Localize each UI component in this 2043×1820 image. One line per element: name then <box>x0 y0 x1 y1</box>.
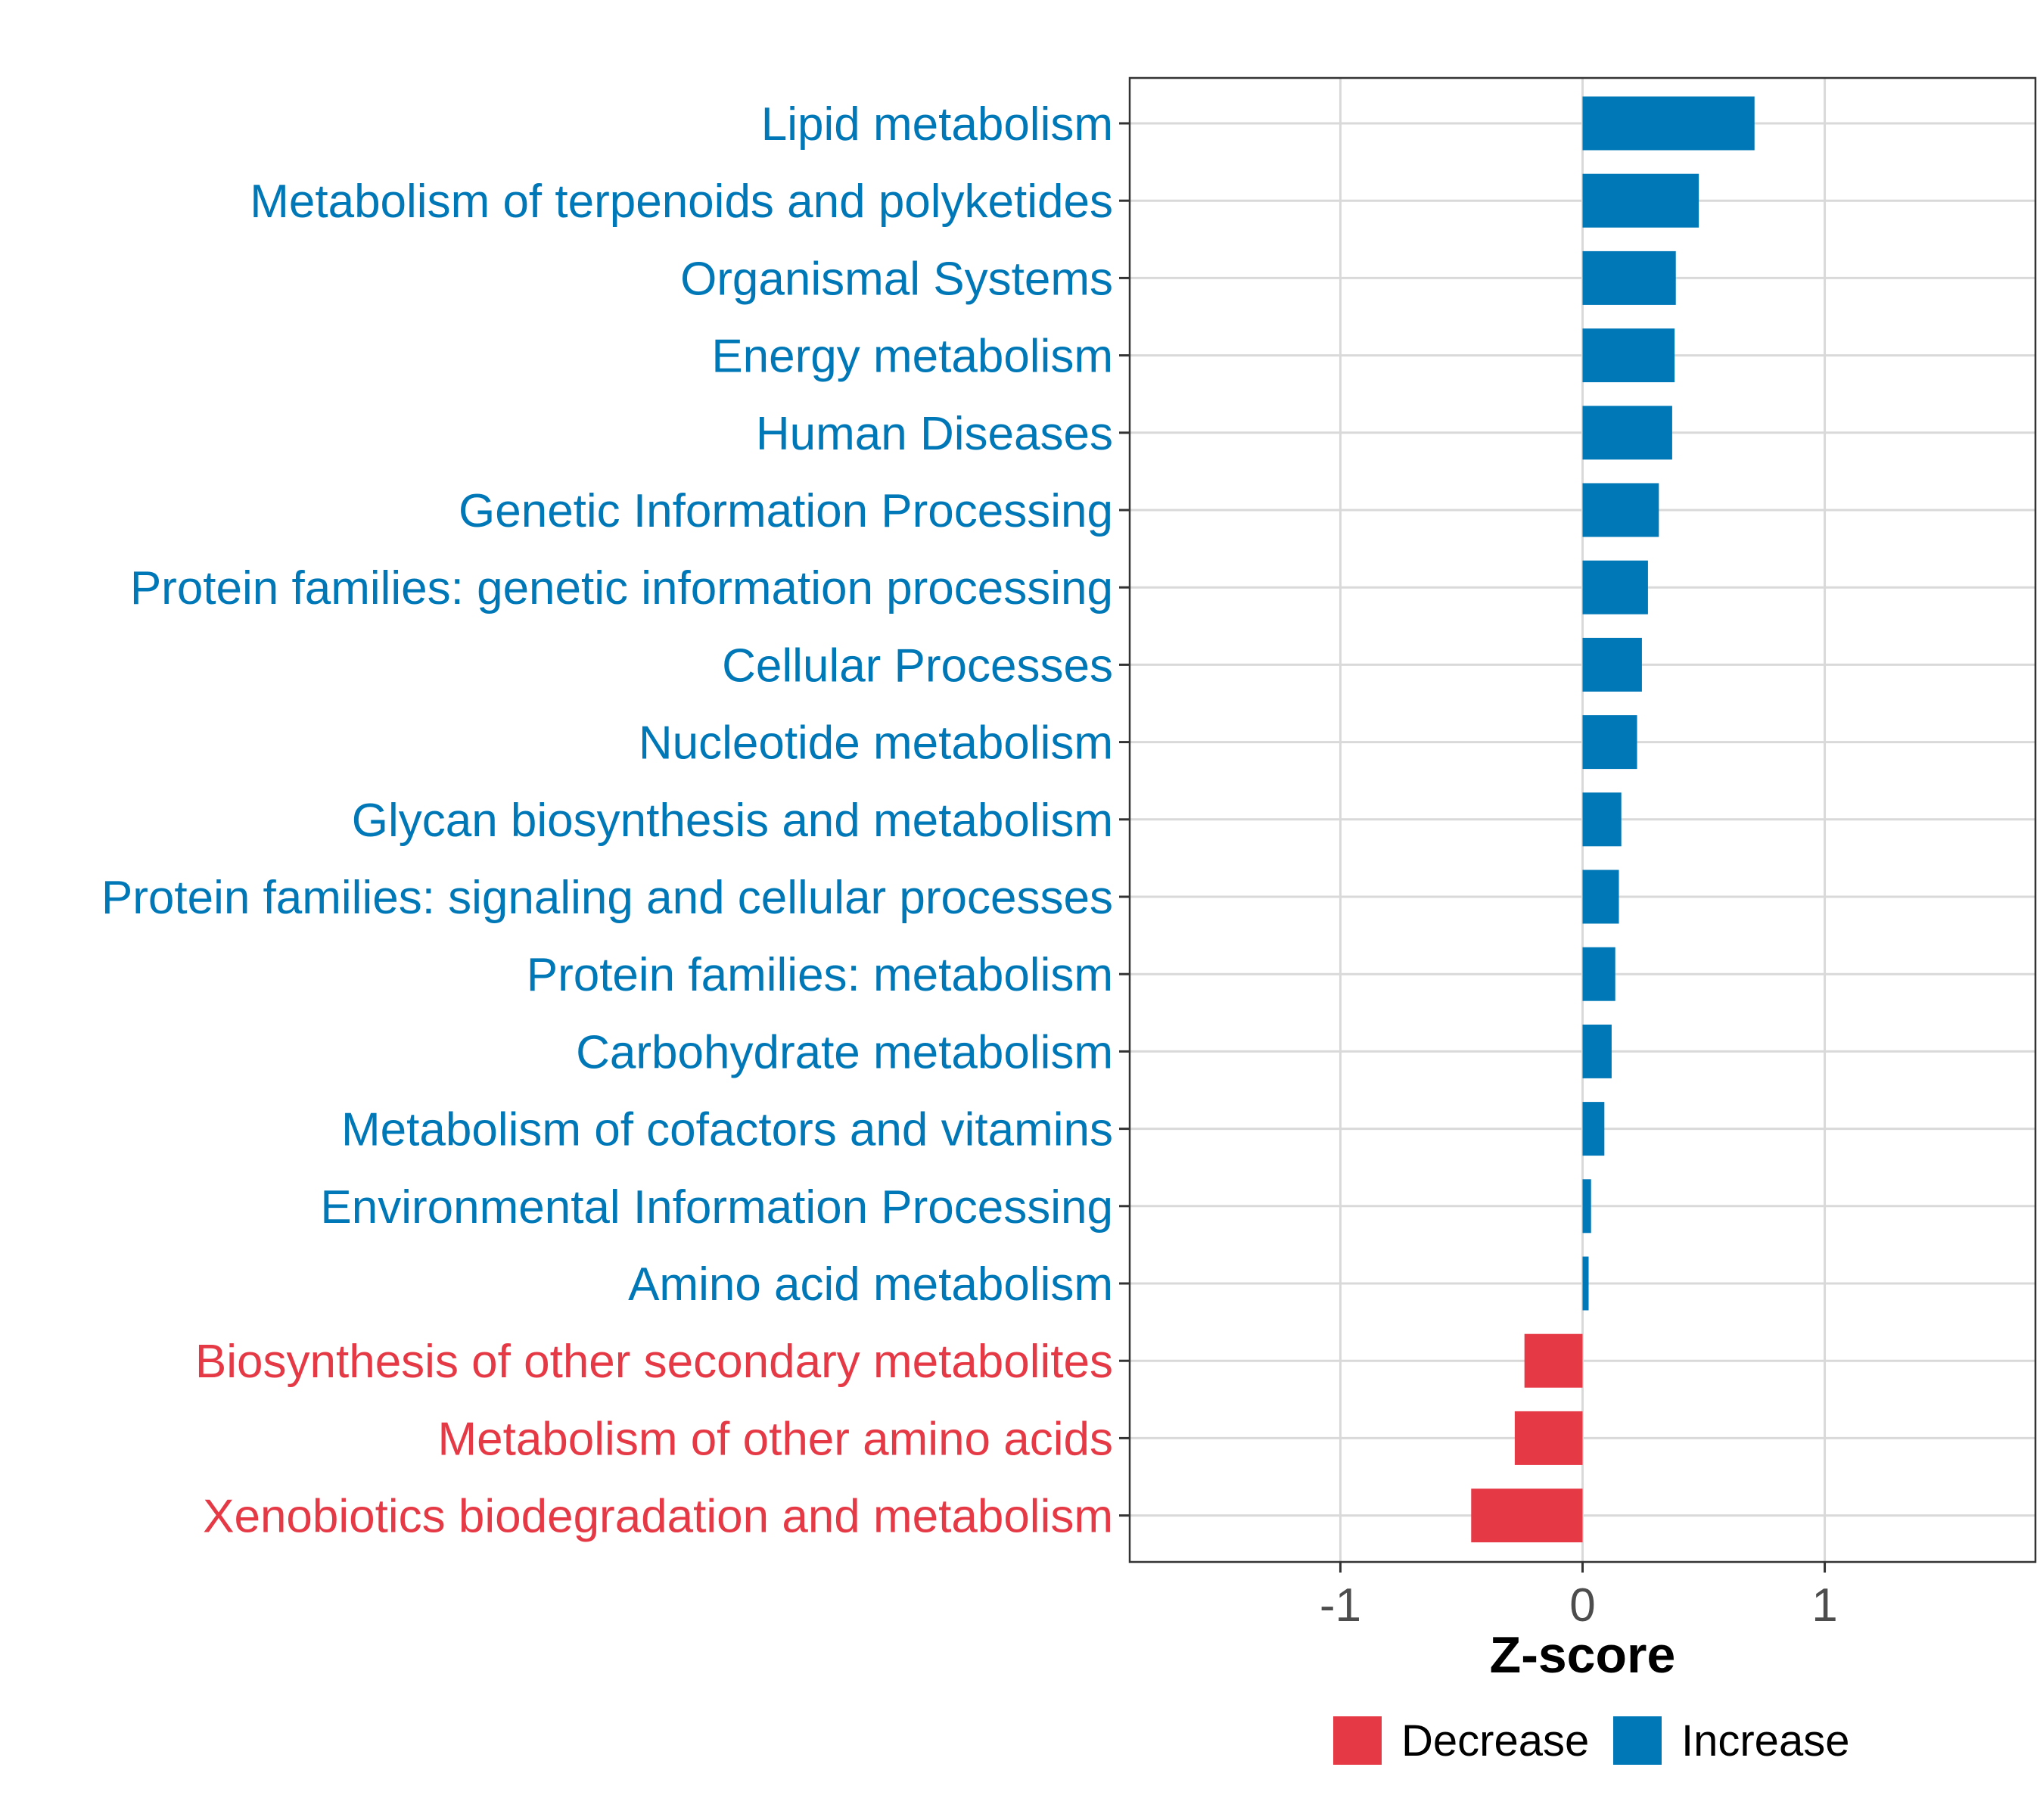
bar <box>1582 792 1622 847</box>
x-tick-label: 1 <box>1811 1579 1837 1632</box>
y-tick-label: Xenobiotics biodegradation and metabolis… <box>203 1491 1113 1543</box>
y-tick-label: Glycan biosynthesis and metabolism <box>352 795 1113 847</box>
bar <box>1582 1256 1589 1311</box>
y-tick-label: Environmental Information Processing <box>320 1181 1113 1234</box>
bar-layer <box>1471 96 1755 1543</box>
bar <box>1582 328 1675 383</box>
legend: Decrease Increase <box>1333 1716 1849 1766</box>
category-label-layer: Lipid metabolism Metabolism of terpenoids… <box>101 98 1113 1543</box>
y-tick-label: Genetic Information Processing <box>459 485 1113 537</box>
x-tick-label: -1 <box>1320 1579 1361 1632</box>
bar <box>1582 870 1619 924</box>
bar <box>1582 560 1648 614</box>
y-tick-label: Biosynthesis of other secondary metaboli… <box>195 1336 1113 1388</box>
y-tick-label: Protein families: genetic information pr… <box>130 562 1113 614</box>
legend-swatch-increase <box>1613 1716 1662 1765</box>
y-tick-label: Protein families: signaling and cellular… <box>101 872 1113 924</box>
legend-swatch-decrease <box>1333 1716 1382 1765</box>
bar <box>1582 173 1699 228</box>
y-tick-label: Protein families: metabolism <box>527 949 1113 1001</box>
bar <box>1471 1489 1583 1543</box>
bar <box>1582 250 1676 305</box>
y-tick-label: Metabolism of cofactors and vitamins <box>341 1104 1113 1156</box>
bar <box>1582 637 1642 692</box>
y-tick-label: Metabolism of terpenoids and polyketides <box>250 176 1113 228</box>
legend-label-decrease: Decrease <box>1401 1716 1589 1766</box>
legend-label-increase: Increase <box>1681 1716 1849 1766</box>
y-tick-label: Human Diseases <box>756 408 1113 460</box>
bar <box>1582 406 1672 460</box>
bar <box>1582 1024 1612 1078</box>
bar <box>1582 715 1637 770</box>
bar <box>1582 96 1755 151</box>
y-tick-label: Organismal Systems <box>680 253 1113 305</box>
x-tick-label: 0 <box>1569 1579 1595 1632</box>
tick-layer: -1 0 1 <box>1119 122 1838 1632</box>
bar <box>1582 1179 1591 1234</box>
y-tick-label: Energy metabolism <box>711 331 1113 383</box>
y-tick-label: Cellular Processes <box>722 639 1113 692</box>
bar <box>1582 483 1659 537</box>
bar <box>1514 1411 1583 1465</box>
bar <box>1582 947 1615 1001</box>
y-tick-label: Nucleotide metabolism <box>639 717 1113 770</box>
bar <box>1524 1333 1583 1388</box>
y-tick-label: Carbohydrate metabolism <box>576 1026 1113 1078</box>
bar <box>1582 1102 1605 1156</box>
y-tick-label: Lipid metabolism <box>761 98 1113 151</box>
x-axis-title: Z-score <box>1490 1626 1676 1684</box>
y-tick-label: Metabolism of other amino acids <box>437 1413 1113 1465</box>
y-tick-label: Amino acid metabolism <box>628 1258 1113 1311</box>
